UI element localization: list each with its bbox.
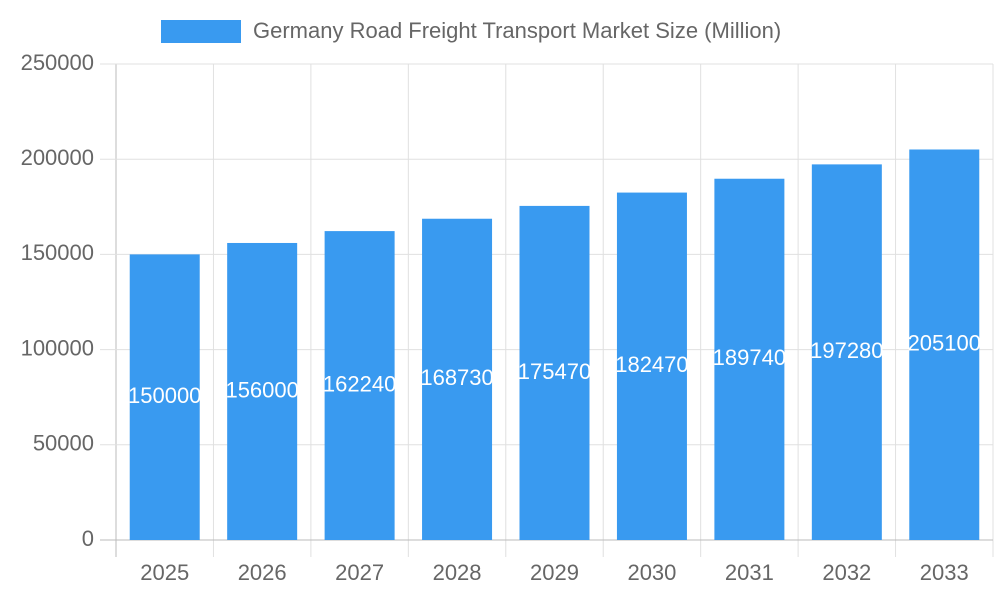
x-tick-label: 2032	[822, 560, 871, 585]
x-tick-label: 2031	[725, 560, 774, 585]
value-label: 156000	[225, 377, 298, 402]
value-label: 162240	[323, 371, 396, 396]
y-tick-label: 250000	[21, 50, 94, 75]
bar	[616, 192, 687, 540]
y-tick-label: 200000	[21, 145, 94, 170]
value-label: 175470	[518, 359, 591, 384]
x-tick-label: 2025	[140, 560, 189, 585]
legend-label: Germany Road Freight Transport Market Si…	[253, 18, 781, 43]
x-tick-label: 2033	[920, 560, 969, 585]
value-label: 205100	[908, 331, 981, 356]
bar	[227, 242, 298, 540]
bar	[519, 205, 590, 540]
bar	[324, 231, 395, 541]
value-label: 182470	[615, 352, 688, 377]
legend-swatch	[161, 20, 241, 43]
x-tick-label: 2028	[433, 560, 482, 585]
bar	[811, 164, 882, 540]
x-tick-label: 2027	[335, 560, 384, 585]
y-tick-label: 150000	[21, 240, 94, 265]
y-tick-label: 50000	[33, 431, 94, 456]
bar	[129, 254, 200, 540]
value-label: 189740	[713, 345, 786, 370]
x-tick-label: 2026	[238, 560, 287, 585]
bar	[714, 178, 785, 540]
value-label: 197280	[810, 338, 883, 363]
bar	[422, 218, 493, 540]
y-tick-label: 0	[82, 526, 94, 551]
x-tick-label: 2029	[530, 560, 579, 585]
bar	[909, 149, 980, 540]
value-label: 168730	[420, 365, 493, 390]
value-label: 150000	[128, 383, 201, 408]
x-tick-label: 2030	[627, 560, 676, 585]
y-tick-label: 100000	[21, 335, 94, 360]
